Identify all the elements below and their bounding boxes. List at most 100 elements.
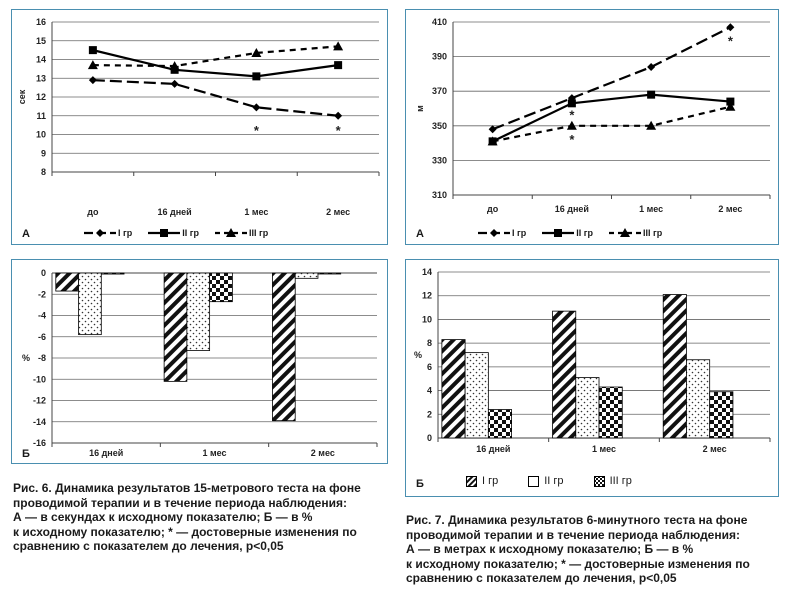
y-tick-label: -4 — [38, 311, 46, 321]
diagonal-pattern-icon — [466, 475, 477, 487]
series-line-II-гр — [92, 49, 339, 78]
y-tick-label: 12 — [36, 92, 46, 102]
legend-item-g2: II гр — [146, 228, 199, 238]
series-line-III-гр — [492, 105, 731, 143]
fig6a-panel: 8 9 10 11 12 13 14 15 16 до 16 дней 1 мес 2 мес сек * *… — [11, 9, 388, 245]
data-point — [726, 23, 735, 32]
legend-item-g3: III гр — [213, 228, 268, 238]
y-tick-label: 2 — [427, 409, 432, 419]
legend: I гр II гр III гр — [466, 475, 646, 487]
y-tick-label: 350 — [432, 121, 447, 131]
y-tick-label: 390 — [432, 52, 447, 62]
y-tick-label: 4 — [427, 386, 432, 396]
data-point — [334, 61, 343, 70]
fig7b-panel: 0 2 4 6 8 10 12 14 16 дней 1 мес 2 мес% Б I гр II … — [405, 259, 779, 497]
legend-label: I гр — [118, 228, 133, 238]
x-tick-label: 2 мес — [718, 204, 742, 214]
bar-diagonal — [662, 294, 687, 439]
data-point — [647, 62, 656, 71]
y-tick-label: 370 — [432, 86, 447, 96]
y-tick-label: 9 — [41, 148, 46, 158]
fig7b-chart: 0 2 4 6 8 10 12 14 16 дней 1 мес 2 мес% — [414, 267, 771, 454]
bar-dots — [464, 352, 489, 439]
legend-item-g3: III гр — [593, 475, 632, 487]
bar-checker — [709, 391, 734, 439]
checker-pattern-icon — [593, 475, 605, 487]
bar-diagonal — [55, 272, 79, 292]
bar-dots — [294, 272, 319, 279]
bar-diagonal — [272, 272, 296, 422]
long-dash-line-icon — [478, 229, 510, 237]
y-axis-label: м — [415, 105, 425, 112]
y-tick-label: 16 — [36, 17, 46, 27]
y-tick-label: 0 — [427, 433, 432, 443]
x-tick-label: 16 дней — [476, 444, 510, 454]
legend-label: III гр — [643, 228, 663, 238]
caption-line: к исходному показателю; * — достоверные … — [406, 556, 750, 571]
y-tick-label: 310 — [432, 190, 447, 200]
y-tick-label: 11 — [36, 111, 46, 121]
y-tick-label: -16 — [33, 438, 46, 448]
legend-label: II гр — [544, 475, 564, 487]
data-point — [566, 120, 577, 130]
data-point — [252, 72, 261, 81]
significance-mark: * — [254, 123, 260, 138]
y-tick-label: 8 — [41, 167, 46, 177]
caption-line: проводимой терапии и в течение периода н… — [13, 495, 347, 510]
series-line-I-гр — [92, 79, 339, 117]
panel-label: А — [22, 228, 30, 240]
caption-line: проводимой терапии и в течение периода н… — [406, 527, 740, 542]
bar-dots — [78, 272, 102, 336]
data-point — [334, 111, 343, 120]
legend-label: III гр — [609, 475, 632, 487]
x-tick-label: 2 мес — [326, 207, 350, 217]
data-point — [488, 125, 497, 134]
panel-label: Б — [416, 478, 424, 490]
fig6a-chart: 8 9 10 11 12 13 14 15 16 до 16 дней 1 мес 2 мес сек * * — [17, 17, 380, 217]
legend-label: I гр — [512, 228, 527, 238]
long-dash-line-icon — [84, 229, 116, 237]
fig7a-chart: 310 330 350 370 390 410 до 16 дней 1 мес 2 мес м * *… — [415, 17, 771, 214]
y-tick-label: -12 — [33, 396, 46, 406]
x-tick-label: до — [87, 207, 99, 217]
significance-mark: * — [569, 132, 575, 147]
x-tick-label: 1 мес — [244, 207, 268, 217]
caption-line: сравнению с показателем до лечения, p<0,… — [406, 571, 677, 585]
caption-line: А — в секундах к исходному показателю; Б… — [13, 510, 313, 524]
legend-label: I гр — [482, 475, 499, 487]
y-tick-label: 13 — [36, 73, 46, 83]
x-tick-label: 16 дней — [89, 448, 123, 458]
y-tick-label: -14 — [33, 417, 46, 427]
y-tick-label: -8 — [38, 353, 46, 363]
legend-item-g3: III гр — [607, 228, 662, 238]
y-tick-label: -6 — [38, 332, 46, 342]
caption-line: к исходному показателю; * — достоверные … — [13, 524, 357, 539]
y-tick-label: 15 — [36, 36, 46, 46]
series-line-II-гр — [492, 93, 731, 143]
panel-label: А — [416, 228, 424, 240]
data-point — [333, 41, 344, 51]
x-tick-label: 1 мес — [592, 444, 616, 454]
data-point — [647, 90, 656, 99]
legend-label: III гр — [249, 228, 269, 238]
significance-mark: * — [728, 33, 734, 48]
bar-dots — [575, 377, 600, 439]
y-tick-label: 14 — [422, 267, 432, 277]
legend-label: II гр — [576, 228, 593, 238]
y-tick-label: 14 — [36, 55, 46, 65]
dotted-pattern-icon — [528, 475, 540, 487]
data-point — [170, 79, 179, 88]
bar-dots — [686, 359, 711, 439]
legend: I гр II гр III гр — [82, 228, 282, 238]
data-point — [567, 99, 576, 108]
panel-label: Б — [22, 448, 30, 460]
bar-dots — [186, 272, 211, 351]
y-axis-label: сек — [17, 89, 27, 104]
bar-diagonal — [163, 272, 188, 382]
caption-line: Рис. 6. Динамика результатов 15-метровог… — [13, 481, 361, 495]
fig7-caption: Рис. 7. Динамика результатов 6-минутного… — [406, 513, 750, 586]
significance-mark: * — [336, 123, 342, 138]
data-point — [726, 97, 735, 106]
bar-checker — [487, 409, 512, 439]
fig7a-panel: 310 330 350 370 390 410 до 16 дней 1 мес 2 мес м * *… — [405, 9, 779, 245]
